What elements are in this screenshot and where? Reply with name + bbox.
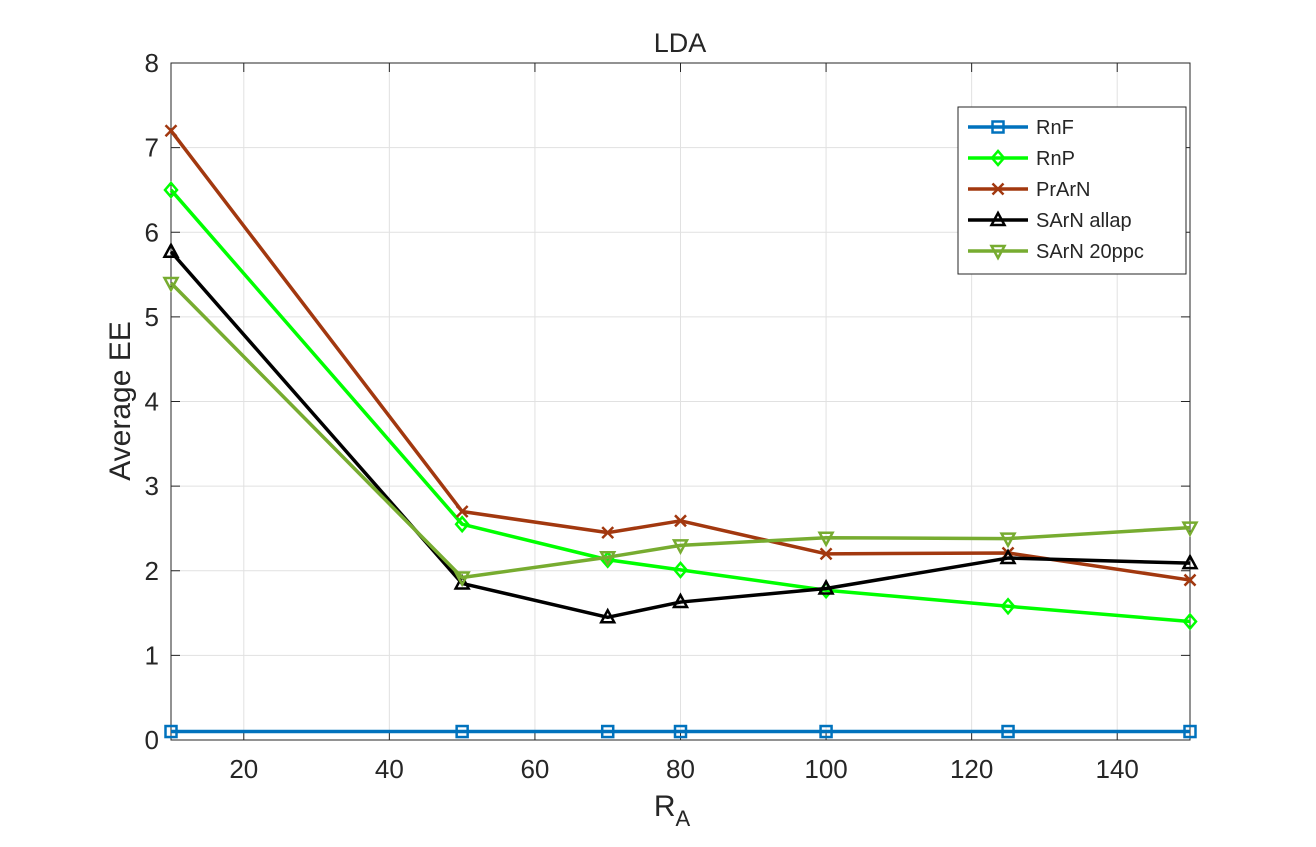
chart-title: LDA — [654, 28, 707, 58]
data-point — [999, 532, 1017, 549]
series-rnp — [163, 181, 1198, 631]
y-tick-label: 6 — [145, 217, 159, 247]
series-line — [169, 281, 1191, 580]
axis-ticks: 20 40 60 80 100 120 140 0 1 2 3 4 5 6 7 8 — [145, 48, 1190, 784]
legend-marker — [989, 210, 1007, 227]
data-point — [671, 592, 690, 609]
data-point — [999, 548, 1017, 565]
x-tick-label: 80 — [666, 754, 695, 784]
data-point — [601, 526, 615, 540]
data-point — [819, 547, 833, 561]
data-point — [1181, 553, 1199, 570]
x-tick-label: 60 — [520, 754, 549, 784]
data-point — [1001, 724, 1015, 739]
data-point — [454, 515, 470, 534]
data-point — [672, 560, 689, 579]
x-tick-label: 20 — [229, 754, 258, 784]
data-point — [163, 181, 179, 199]
data-point — [817, 531, 835, 548]
y-tick-label: 4 — [145, 387, 159, 417]
legend-marker — [989, 244, 1007, 261]
data-point — [162, 242, 180, 258]
y-tick-label: 5 — [145, 302, 159, 332]
legend-item: SArN 20ppc — [968, 241, 1144, 263]
data-point — [1182, 612, 1198, 631]
x-axis-label: RA — [654, 790, 691, 831]
data-point — [600, 724, 615, 739]
data-point — [453, 571, 471, 588]
legend-item: PrArN — [968, 179, 1090, 201]
x-tick-label: 120 — [950, 754, 993, 784]
y-tick-label: 8 — [145, 48, 159, 78]
y-tick-label: 3 — [145, 471, 159, 501]
data-point — [1000, 597, 1016, 616]
data-point — [162, 276, 180, 293]
data-point — [455, 724, 469, 739]
legend: RnF RnP PrArN SArN allap SArN 20ppc — [957, 106, 1187, 275]
data-point — [164, 124, 178, 138]
y-tick-label: 2 — [145, 556, 159, 586]
data-point — [671, 539, 690, 555]
data-point — [673, 724, 688, 739]
legend-marker — [991, 120, 1005, 134]
x-axis-label-main: R — [654, 790, 676, 823]
data-point — [1181, 521, 1199, 538]
y-tick-label: 0 — [145, 725, 159, 755]
legend-label: SArN 20ppc — [1036, 241, 1144, 263]
y-tick-label: 7 — [145, 133, 159, 163]
legend-label: SArN allap — [1036, 210, 1132, 232]
series-sarn-20ppc — [162, 276, 1199, 588]
legend-item: RnP — [968, 148, 1075, 170]
data-point — [453, 573, 471, 590]
y-tick-label: 1 — [145, 640, 159, 670]
legend-marker — [991, 182, 1005, 196]
series-rnf — [164, 724, 1197, 739]
legend-item: SArN allap — [968, 210, 1132, 232]
data-point — [1183, 573, 1197, 587]
data-point — [599, 550, 617, 567]
legend-item: RnF — [968, 117, 1074, 139]
series-group — [162, 124, 1199, 739]
data-point — [819, 724, 833, 739]
legend-label: PrArN — [1036, 179, 1090, 201]
legend-label: RnP — [1036, 148, 1075, 170]
legend-label: RnF — [1036, 117, 1074, 139]
data-point — [674, 514, 687, 528]
data-point — [455, 505, 469, 518]
data-point — [599, 607, 617, 624]
x-tick-label: 100 — [804, 754, 847, 784]
data-point — [817, 578, 835, 595]
x-tick-label: 40 — [375, 754, 404, 784]
data-point — [1183, 724, 1197, 739]
x-tick-label: 140 — [1096, 754, 1139, 784]
y-axis-label: Average EE — [104, 321, 137, 481]
series-line — [169, 188, 1191, 624]
data-point — [164, 724, 178, 739]
x-axis-label-subscript: A — [675, 806, 690, 831]
legend-marker — [990, 149, 1006, 167]
